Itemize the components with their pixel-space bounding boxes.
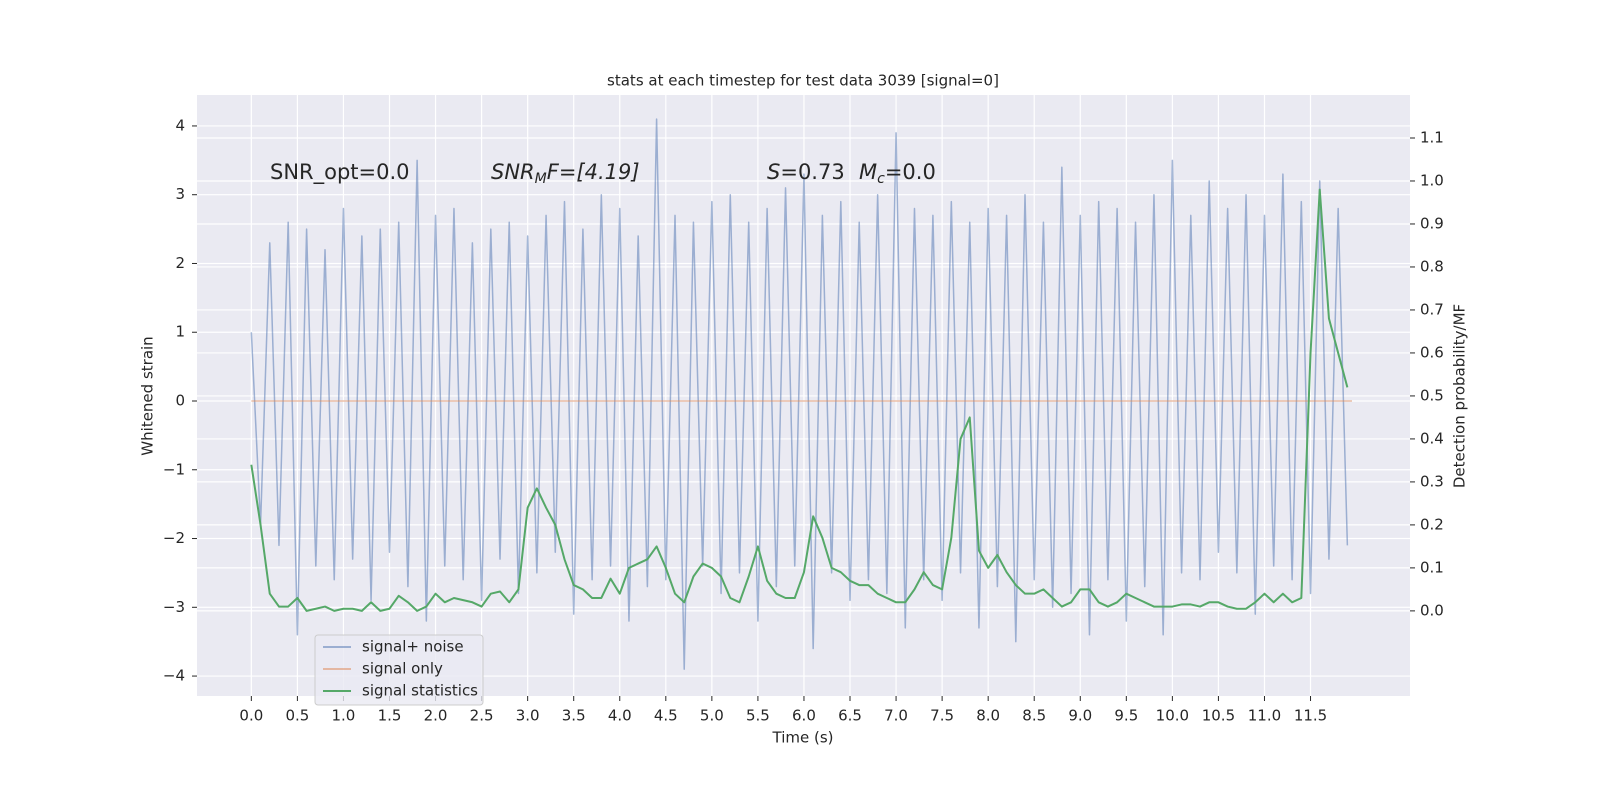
x-tick-label: 11.0 xyxy=(1248,707,1281,725)
series-line xyxy=(250,188,1349,612)
legend-label: signal only xyxy=(362,660,443,678)
annotation-sub: M xyxy=(535,171,547,187)
x-tick-label: 2.5 xyxy=(470,707,494,725)
y2-tick-label: 0.3 xyxy=(1420,472,1444,490)
y-axis-label: Whitened strain xyxy=(139,336,157,455)
x-tick-label: 0.0 xyxy=(239,707,263,725)
x-tick-label: 8.5 xyxy=(1022,707,1046,725)
y2-tick-label: 1.1 xyxy=(1420,128,1444,146)
x-tick-label: 11.5 xyxy=(1294,707,1327,725)
annotation: Mc=0.0 xyxy=(859,160,936,187)
y2-tick-label: 0.1 xyxy=(1420,558,1444,576)
x-tick-label: 2.0 xyxy=(424,707,448,725)
y2-axis-label: Detection probability/MF xyxy=(1451,304,1469,488)
y-tick-label: 4 xyxy=(175,116,185,134)
legend-label: signal+ noise xyxy=(362,638,464,656)
annotation-rest: =0.73 xyxy=(780,160,844,184)
x-tick-label: 5.0 xyxy=(700,707,724,725)
annotation-rest: =0.0 xyxy=(885,160,936,184)
legend-label: signal statistics xyxy=(362,682,478,700)
y2-tick-label: 0.2 xyxy=(1420,515,1444,533)
x-tick-label: 7.5 xyxy=(930,707,954,725)
x-tick-label: 8.0 xyxy=(976,707,1000,725)
annotation-base: S xyxy=(767,160,780,184)
annotation: SNR_opt=0.0 xyxy=(270,160,410,185)
x-tick-label: 3.5 xyxy=(562,707,586,725)
x-tick-label: 1.5 xyxy=(378,707,402,725)
series-line xyxy=(250,118,1349,670)
annotation: S=0.73 xyxy=(767,160,845,184)
marks xyxy=(250,118,1352,670)
x-tick-label: 6.0 xyxy=(792,707,816,725)
y2-tick-label: 0.5 xyxy=(1420,386,1444,404)
x-tick-label: 7.0 xyxy=(884,707,908,725)
y2-tick-label: 0.8 xyxy=(1420,257,1444,275)
y-tick-label: 2 xyxy=(175,254,185,272)
y-tick-label: 3 xyxy=(175,185,185,203)
x-axis-label: Time (s) xyxy=(772,729,834,747)
annotation-base: M xyxy=(859,160,877,184)
y-tick-label: −1 xyxy=(163,460,185,478)
x-tick-label: 5.5 xyxy=(746,707,770,725)
x-tick-label: 10.5 xyxy=(1202,707,1235,725)
x-tick-label: 1.0 xyxy=(332,707,356,725)
y-tick-label: −4 xyxy=(163,667,185,685)
y2-tick-label: 0.4 xyxy=(1420,429,1444,447)
chart-title: stats at each timestep for test data 303… xyxy=(607,72,999,90)
y2-tick-label: 0.9 xyxy=(1420,214,1444,232)
y-tick-label: 0 xyxy=(175,392,185,410)
labels: 0.0 0.5 1.0 1.5 2.0 2.5 3.0 3.5 4.0 4.5 5.0 5.5 6.0 6… xyxy=(163,116,1444,724)
x-tick-label: 9.0 xyxy=(1068,707,1092,725)
x-tick-label: 6.5 xyxy=(838,707,862,725)
x-tick-label: 3.0 xyxy=(516,707,540,725)
annotation: SNRMF=[4.19] xyxy=(491,160,640,187)
annotation-text: SNR_opt=0.0 xyxy=(270,160,410,185)
y2-tick-label: 0.0 xyxy=(1420,601,1444,619)
annotation-sub: c xyxy=(877,171,885,187)
x-tick-label: 9.5 xyxy=(1114,707,1138,725)
annotation-base: SNR xyxy=(491,160,535,184)
y2-tick-label: 0.7 xyxy=(1420,300,1444,318)
y2-tick-label: 0.6 xyxy=(1420,343,1444,361)
x-tick-label: 10.0 xyxy=(1156,707,1189,725)
y-tick-label: −2 xyxy=(163,529,185,547)
x-tick-label: 0.5 xyxy=(285,707,309,725)
x-tick-label: 4.0 xyxy=(608,707,632,725)
y2-tick-label: 1.0 xyxy=(1420,171,1444,189)
x-tick-label: 4.5 xyxy=(654,707,678,725)
legend-frame xyxy=(314,634,484,706)
annotation-rest: F=[4.19] xyxy=(547,160,640,184)
y-tick-label: 1 xyxy=(175,323,185,341)
y-tick-label: −3 xyxy=(163,598,185,616)
